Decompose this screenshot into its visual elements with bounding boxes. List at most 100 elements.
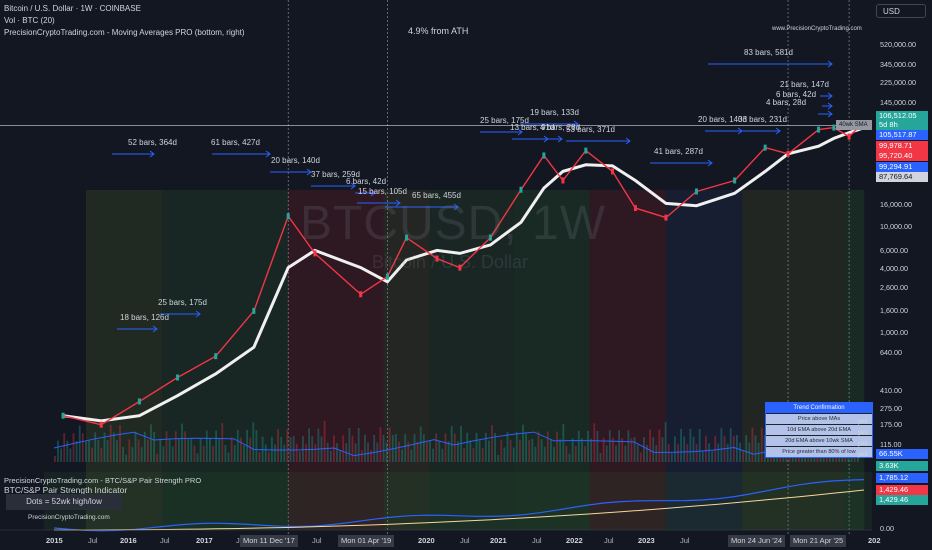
volume-bar <box>401 449 403 462</box>
volume-bar <box>491 425 493 462</box>
volume-bar <box>481 448 484 462</box>
price-candle <box>561 177 565 184</box>
currency-button[interactable]: USD <box>876 4 926 18</box>
volume-bar <box>150 424 152 462</box>
price-tag: 106,512.05 <box>876 111 928 121</box>
volume-bar <box>308 428 310 462</box>
arrow-head <box>827 92 833 100</box>
arrow-head <box>625 137 631 145</box>
volume-bar <box>739 442 741 462</box>
price-candle <box>584 147 588 154</box>
volume-bar <box>457 441 459 462</box>
volume-bar <box>525 432 527 462</box>
volume-bar <box>230 437 233 462</box>
trend-row: 20d EMA above 10wk SMA <box>766 435 872 446</box>
volume-bar <box>215 430 217 462</box>
volume-bar <box>236 429 239 462</box>
price-candle <box>832 124 836 131</box>
price-axis-label: 0.00 <box>880 524 894 533</box>
bars-range-label: 20 bars, 140d <box>698 115 747 124</box>
volume-bar <box>649 429 651 462</box>
volume-bar <box>317 428 320 462</box>
volume-bar <box>571 438 574 462</box>
x-axis-label: Jul <box>680 536 690 545</box>
price-candle <box>176 374 180 381</box>
volume-bar <box>404 434 407 462</box>
volume-bar <box>69 448 72 462</box>
volume-bar <box>125 454 128 462</box>
price-candle <box>214 353 218 360</box>
volume-bar <box>621 437 624 462</box>
price-tag: 66.55K <box>876 449 928 459</box>
price-candle <box>313 250 317 257</box>
volume-bar <box>546 431 549 462</box>
volume-bar <box>398 441 400 462</box>
x-axis-label: 2020 <box>418 536 435 545</box>
volume-bar <box>249 437 252 462</box>
volume-bar <box>205 430 208 462</box>
regime-band <box>85 190 163 530</box>
volume-bar <box>742 450 744 462</box>
volume-bar <box>165 431 168 462</box>
volume-bar <box>137 439 140 462</box>
site-label: www.PrecisionCryptoTrading.com <box>772 26 862 32</box>
volume-bar <box>314 443 317 462</box>
volume-bar <box>385 442 388 462</box>
volume-bar <box>543 446 546 462</box>
price-tag: 1,429.46 <box>876 485 928 495</box>
price-tag: 99,294.91 <box>876 162 928 172</box>
volume-bar <box>692 436 695 462</box>
arrow-head <box>827 60 833 68</box>
volume-bar <box>196 453 199 462</box>
volume-bar <box>435 433 438 462</box>
volume-bar <box>652 437 655 462</box>
volume-bar <box>590 438 593 462</box>
volume-bar <box>515 432 518 462</box>
volume-bar <box>209 438 211 462</box>
volume-bar <box>193 445 196 462</box>
volume-bar <box>128 439 131 462</box>
volume-bar <box>612 437 614 462</box>
volume-bar <box>683 436 686 462</box>
volume-bar <box>475 432 478 462</box>
volume-bar <box>466 432 469 462</box>
volume-bar <box>233 445 236 462</box>
sp-ma-line <box>54 489 865 531</box>
volume-bar <box>416 441 419 462</box>
volume-bar <box>447 441 450 462</box>
volume-bar <box>574 446 577 462</box>
regime-band <box>288 190 384 530</box>
volume-bar <box>528 440 531 462</box>
bars-range-label: 37 bars, 259d <box>311 170 360 179</box>
regime-band <box>513 190 590 530</box>
price-candle <box>519 186 523 193</box>
price-tag: 87,769.64 <box>876 172 928 182</box>
price-candle <box>694 188 698 195</box>
trend-value: yes <box>858 441 868 447</box>
volume-bar <box>760 427 763 462</box>
arrow-head <box>265 150 271 158</box>
x-axis-label: Jul <box>312 536 322 545</box>
volume-bar <box>292 436 295 462</box>
volume-bar <box>178 438 180 462</box>
volume-bar <box>438 441 441 462</box>
volume-bar <box>695 444 698 462</box>
volume-bar <box>608 430 611 462</box>
price-candle <box>435 255 439 262</box>
volume-bar <box>708 443 710 462</box>
x-axis-date-highlight: Mon 11 Dec '17 <box>240 535 298 547</box>
volume-bar <box>283 444 286 462</box>
volume-bar <box>243 445 245 462</box>
volume-bar <box>305 443 307 462</box>
volume-bar <box>351 435 354 462</box>
x-axis-label: Jul <box>460 536 470 545</box>
volume-bar <box>348 427 351 462</box>
price-candle <box>763 144 767 151</box>
price-tag: 3.63K <box>876 461 928 471</box>
volume-bar <box>168 438 171 462</box>
volume-bar <box>602 437 605 462</box>
volume-bar <box>367 442 369 462</box>
volume-bar <box>370 450 372 462</box>
volume-bar <box>506 432 509 462</box>
